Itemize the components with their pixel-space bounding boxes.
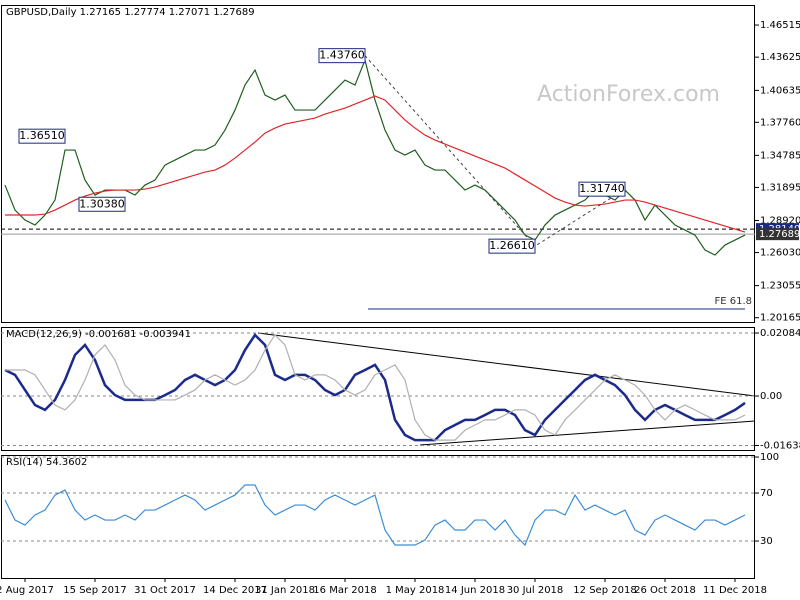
annotation-box bbox=[18, 128, 66, 144]
x-tick-label: 1 May 2018 bbox=[386, 585, 445, 596]
panel-title: MACD(12,26,9) -0.001681 -0.003941 bbox=[6, 329, 191, 340]
y-tick-label: 1.43625 bbox=[760, 52, 800, 63]
x-tick-label: 31 Jan 2018 bbox=[255, 585, 315, 596]
y-tick-label: -0.016389 bbox=[760, 441, 800, 452]
level-label: 1.27689 bbox=[759, 229, 800, 240]
panel-frame bbox=[1, 5, 755, 323]
x-tick-label: 14 Dec 2017 bbox=[203, 585, 267, 596]
y-tick-label: 1.20165 bbox=[760, 313, 800, 324]
panel-title: RSI(14) 54.3602 bbox=[6, 457, 87, 468]
panel-frame bbox=[1, 455, 755, 579]
annotation-box bbox=[318, 48, 366, 64]
x-tick-label: 15 Sep 2017 bbox=[63, 585, 126, 596]
annotation-label: 1.30380 bbox=[79, 197, 125, 210]
x-tick-label: 11 Dec 2018 bbox=[703, 585, 767, 596]
trend-line bbox=[419, 420, 756, 446]
y-tick-label: 1.34785 bbox=[760, 150, 800, 161]
panel-title: GBPUSD,Daily 1.27165 1.27774 1.27071 1.2… bbox=[6, 7, 255, 18]
level-tag bbox=[756, 228, 799, 241]
x-tick-label: 2 Aug 2017 bbox=[0, 585, 54, 596]
y-tick-label: 1.26030 bbox=[760, 248, 800, 259]
series-line bbox=[5, 95, 746, 233]
y-tick-label: 0.020848 bbox=[760, 328, 800, 339]
x-tick-label: 31 Oct 2017 bbox=[134, 585, 196, 596]
y-tick-label: 1.46515 bbox=[760, 20, 800, 31]
y-tick-label: 1.31895 bbox=[760, 182, 800, 193]
x-tick-label: 12 Sep 2018 bbox=[573, 585, 636, 596]
y-tick-label: 1.37760 bbox=[760, 117, 800, 128]
trend-line bbox=[257, 332, 756, 397]
annotation-label: 1.36510 bbox=[19, 129, 65, 142]
x-tick-label: 14 Jun 2018 bbox=[445, 585, 505, 596]
y-tick-label: 100 bbox=[760, 452, 779, 463]
y-tick-label: 70 bbox=[760, 488, 773, 499]
x-tick-label: 30 Jul 2018 bbox=[507, 585, 564, 596]
annotation-box bbox=[78, 196, 126, 212]
y-tick-label: 1.23055 bbox=[760, 281, 800, 292]
fe-label: FE 61.8 bbox=[714, 296, 752, 307]
annotation-box bbox=[578, 181, 626, 197]
annotation-label: 1.31740 bbox=[579, 182, 625, 195]
annotation-label: 1.26610 bbox=[489, 239, 535, 252]
y-tick-label: 0.00 bbox=[760, 391, 782, 402]
annotation-label: 1.43760 bbox=[319, 49, 365, 62]
x-tick-label: 16 Mar 2018 bbox=[313, 585, 376, 596]
watermark: ActionForex.com bbox=[537, 82, 720, 107]
series-line bbox=[5, 334, 746, 441]
y-tick-label: 1.28920 bbox=[760, 215, 800, 226]
annotation-box bbox=[488, 238, 536, 254]
swing-connector bbox=[364, 55, 626, 247]
series-line bbox=[4, 332, 746, 442]
y-tick-label: 1.40635 bbox=[760, 85, 800, 96]
series-line bbox=[4, 484, 746, 547]
panel-frame bbox=[1, 327, 755, 451]
x-tick-label: 26 Oct 2018 bbox=[634, 585, 696, 596]
y-tick-label: 30 bbox=[760, 536, 773, 547]
